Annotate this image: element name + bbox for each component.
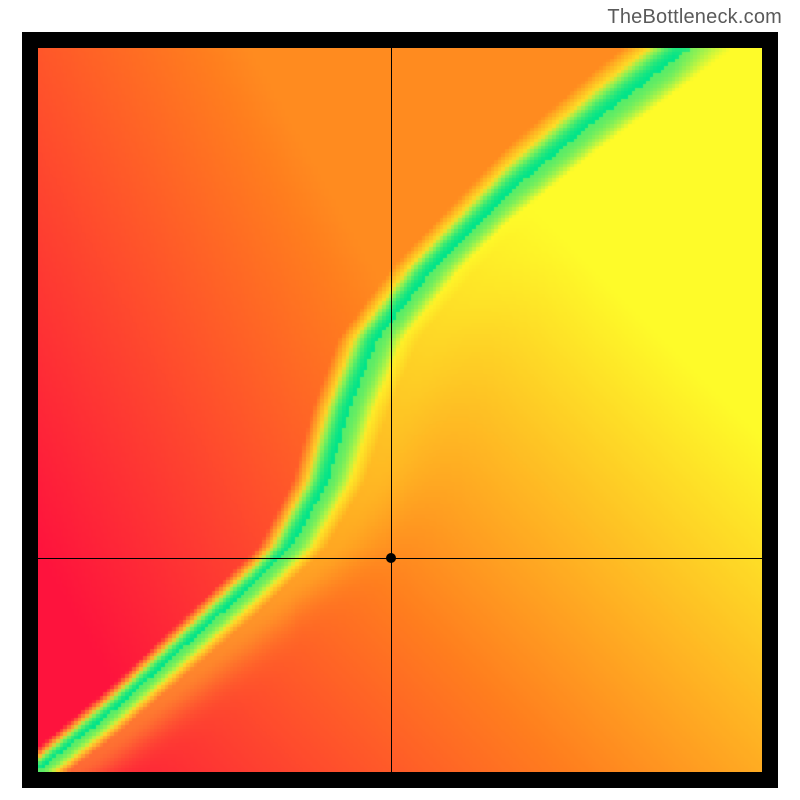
heatmap-canvas	[38, 48, 762, 772]
plot-frame	[22, 32, 778, 788]
chart-container: TheBottleneck.com	[0, 0, 800, 800]
crosshair-vertical	[391, 48, 392, 772]
attribution-text: TheBottleneck.com	[607, 6, 782, 29]
crosshair-horizontal	[38, 558, 762, 559]
